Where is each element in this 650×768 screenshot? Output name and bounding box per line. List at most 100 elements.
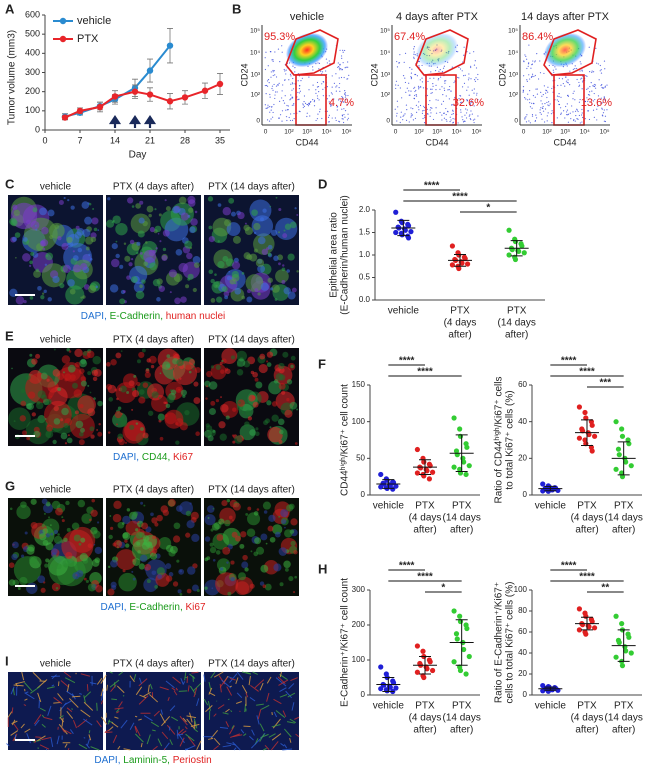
event: [342, 118, 344, 120]
blob: [22, 237, 28, 242]
fiber: [236, 692, 243, 699]
blob: [210, 298, 216, 303]
fiber: [263, 747, 267, 751]
y-tick-label: 0: [361, 490, 366, 499]
blob: [80, 376, 87, 382]
blob: [296, 213, 299, 216]
blob: [256, 508, 260, 511]
x-tick-label: (14 days: [442, 713, 480, 724]
event: [336, 109, 338, 111]
event: [288, 79, 290, 81]
event: [327, 116, 330, 118]
blob: [140, 427, 144, 431]
texture: [204, 348, 299, 445]
flow-plot: [264, 45, 350, 124]
fiber: [289, 737, 292, 743]
event: [430, 107, 432, 109]
event: [470, 78, 472, 80]
event: [549, 103, 551, 105]
blob: [156, 297, 161, 302]
event: [592, 109, 595, 111]
event: [289, 99, 291, 101]
blob: [22, 253, 31, 262]
event: [307, 103, 309, 106]
fiber: [288, 683, 295, 690]
blob: [37, 285, 42, 291]
event: [333, 82, 335, 85]
blob: [41, 292, 45, 295]
blob: [29, 555, 38, 564]
event: [462, 119, 464, 121]
event: [435, 107, 437, 109]
fiber: [24, 692, 35, 700]
sd-bar: [510, 240, 523, 257]
event: [448, 88, 450, 91]
blob: [230, 576, 235, 582]
event: [326, 110, 328, 112]
event: [341, 118, 343, 120]
event: [459, 68, 462, 70]
blob: [61, 242, 69, 251]
caption-part: DAPI,: [113, 452, 142, 463]
event: [328, 121, 330, 123]
event: [434, 70, 437, 72]
density: [415, 32, 459, 68]
blob: [164, 414, 168, 418]
blob: [57, 236, 62, 241]
event: [450, 90, 452, 92]
blob: [88, 202, 92, 206]
event: [344, 92, 346, 94]
event: [270, 118, 272, 120]
image-title: PTX (4 days after): [113, 335, 194, 346]
blob: [228, 270, 231, 273]
event: [551, 110, 553, 112]
point: [131, 88, 139, 95]
event: [475, 77, 477, 79]
blob: [61, 355, 71, 364]
blob: [273, 255, 279, 262]
event: [453, 98, 455, 101]
event: [562, 82, 564, 85]
blob: [150, 552, 158, 560]
blob: [218, 518, 225, 525]
caption-part: Periostin: [173, 755, 212, 766]
sd-bar: [455, 434, 468, 473]
y-tick-label: 2.0: [359, 205, 371, 214]
blob: [50, 524, 52, 526]
event: [287, 105, 289, 107]
blob: [158, 213, 162, 217]
blob: [94, 546, 103, 555]
event: [463, 82, 466, 85]
blob: [234, 435, 243, 444]
blob: [109, 526, 114, 531]
fiber: [230, 710, 233, 713]
event: [268, 120, 271, 122]
event: [474, 80, 477, 82]
event: [589, 70, 591, 73]
blob: [239, 543, 245, 549]
blob: [71, 522, 80, 531]
event: [406, 109, 408, 111]
blob: [151, 391, 159, 399]
plot-title: 4 days after PTX: [396, 11, 479, 23]
blob: [125, 543, 130, 548]
y-axis-title: CD44ʰⁱᵍʰ/Ki67⁺ cell count: [340, 384, 351, 496]
blob: [137, 550, 141, 554]
event: [341, 57, 343, 59]
fiber: [182, 717, 187, 723]
event: [581, 114, 583, 116]
fiber: [112, 734, 118, 744]
dot: [589, 422, 595, 428]
significance-label: *: [486, 203, 490, 214]
event: [597, 95, 600, 97]
blob: [112, 513, 122, 523]
y-tick-label: 10²: [381, 92, 391, 99]
blob: [79, 404, 84, 409]
event: [606, 84, 608, 86]
event: [265, 84, 268, 87]
fiber: [71, 708, 73, 710]
event: [603, 96, 605, 98]
blob: [204, 536, 211, 542]
event: [588, 94, 591, 96]
event: [544, 102, 546, 105]
